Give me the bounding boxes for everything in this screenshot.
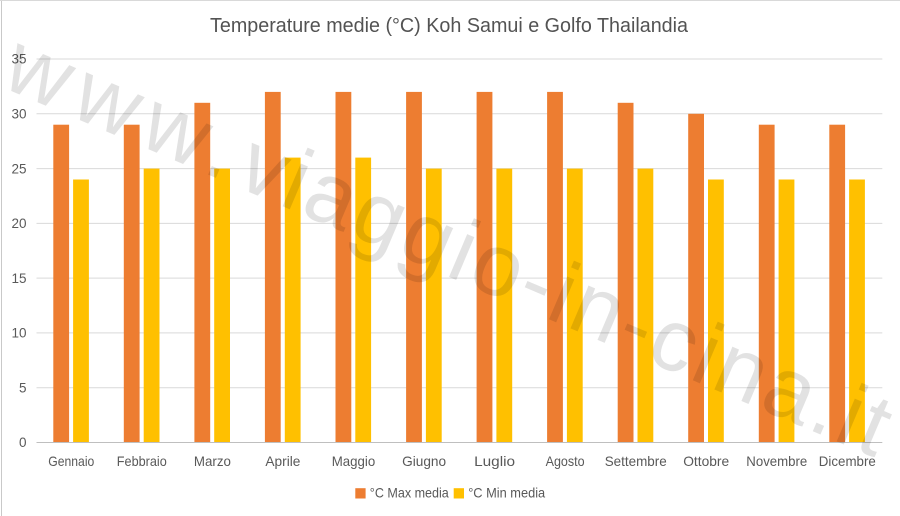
svg-text:Giugno: Giugno [402,453,446,469]
svg-text:15: 15 [11,271,26,286]
svg-text:30: 30 [11,107,26,122]
svg-text:5: 5 [19,380,27,395]
svg-text:35: 35 [11,52,26,67]
svg-text:10: 10 [11,326,26,341]
svg-text:Ottobre: Ottobre [683,453,729,469]
svg-text:Febbraio: Febbraio [117,453,167,469]
svg-text:25: 25 [11,161,26,176]
svg-text:20: 20 [11,216,26,231]
svg-text:Dicembre: Dicembre [819,453,876,469]
svg-text:°C Min media: °C Min media [468,485,545,501]
svg-text:Aprile: Aprile [265,453,300,469]
svg-text:Novembre: Novembre [746,453,807,469]
svg-text:°C Max media: °C Max media [370,485,449,501]
svg-text:0: 0 [19,435,27,450]
svg-text:Marzo: Marzo [194,453,231,469]
svg-text:Gennaio: Gennaio [48,453,94,469]
svg-text:Settembre: Settembre [605,453,667,469]
svg-text:Luglio: Luglio [474,453,515,469]
svg-text:Agosto: Agosto [546,453,585,469]
svg-text:Temperature medie (°C) Koh Sam: Temperature medie (°C) Koh Samui e Golfo… [210,15,689,37]
svg-text:Maggio: Maggio [332,453,376,469]
